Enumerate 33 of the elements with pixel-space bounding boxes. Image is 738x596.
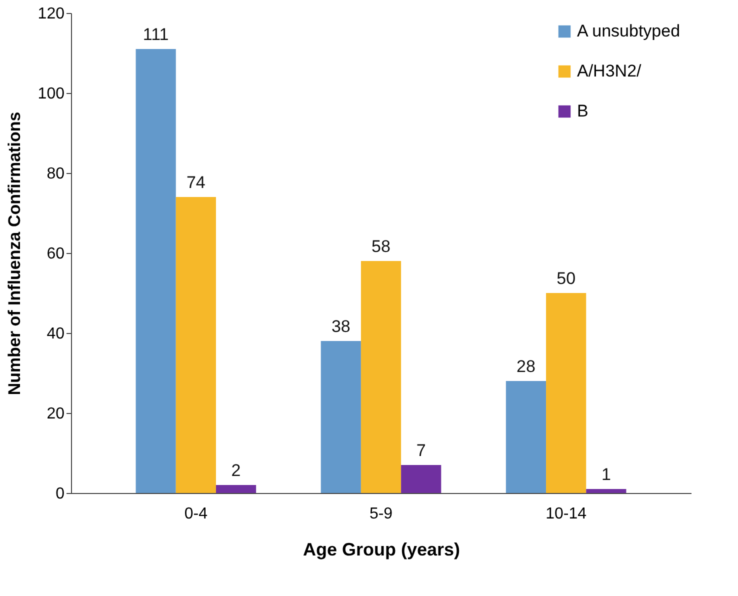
data-label: 38 <box>331 317 350 336</box>
y-tick-label: 120 <box>38 6 65 22</box>
x-axis-title: Age Group (years) <box>302 540 460 560</box>
data-label: 50 <box>556 269 576 288</box>
bar <box>320 341 361 493</box>
x-tick-label: 0-4 <box>184 506 208 522</box>
data-label: 7 <box>416 441 426 460</box>
x-tick-label: 5-9 <box>369 506 393 522</box>
bar <box>506 381 546 493</box>
legend-label: B <box>577 102 588 120</box>
y-tick-label: 20 <box>46 406 65 422</box>
y-tick-label: 80 <box>46 166 65 182</box>
y-axis-title: Number of Influenza Confirmations <box>4 112 24 396</box>
data-label: 74 <box>186 173 206 192</box>
bar <box>176 197 216 493</box>
data-label: 1 <box>601 465 611 484</box>
y-tick-label: 60 <box>46 246 65 262</box>
x-tick-label: 10-14 <box>546 506 587 522</box>
data-label: 2 <box>231 461 241 480</box>
legend-label: A unsubtyped <box>577 22 680 40</box>
bar <box>136 49 176 493</box>
data-label: 28 <box>516 357 536 376</box>
data-label: 58 <box>372 237 390 256</box>
y-tick-label: 40 <box>46 326 65 342</box>
bar <box>586 489 626 493</box>
bar <box>401 465 442 493</box>
y-tick-label: 0 <box>56 486 65 502</box>
bar <box>360 261 402 493</box>
bar <box>216 485 256 493</box>
bar <box>546 293 586 493</box>
data-label: 111 <box>142 25 169 44</box>
legend-label: A/H3N2/ <box>577 62 642 80</box>
y-tick-label: 100 <box>38 86 65 102</box>
